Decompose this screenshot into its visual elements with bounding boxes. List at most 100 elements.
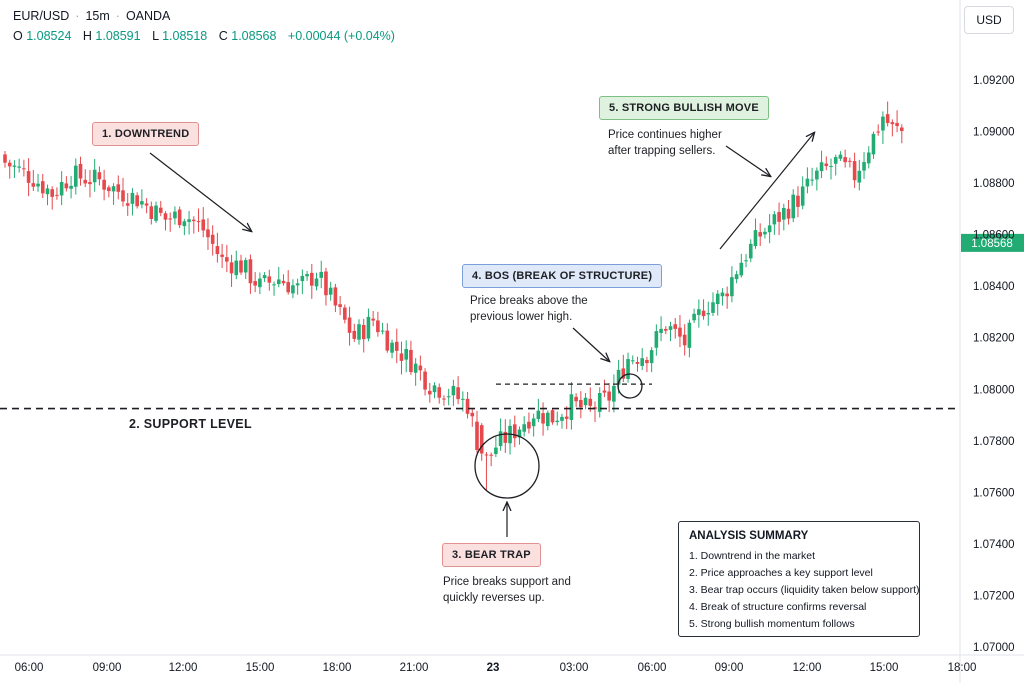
bullish-note-arrow xyxy=(725,145,770,176)
time-tick-label: 15:00 xyxy=(246,662,275,674)
separator-dot: · xyxy=(115,9,120,23)
candle-down xyxy=(168,218,172,220)
candle-up xyxy=(583,397,588,406)
last-price-value: 1.08568 xyxy=(971,238,1013,250)
candle-down xyxy=(125,203,130,206)
candle-up xyxy=(744,260,748,262)
open-label: O xyxy=(13,29,23,43)
candle-down xyxy=(333,287,338,306)
candle-down xyxy=(824,163,829,167)
candle-down xyxy=(310,272,314,286)
candle-up xyxy=(234,260,239,276)
candle-up xyxy=(140,201,144,205)
candle-up xyxy=(569,394,574,420)
candle-up xyxy=(498,431,503,447)
candle-up xyxy=(753,230,758,247)
bear-trap-note-line: Price breaks support and xyxy=(443,576,571,588)
separator-dot: · xyxy=(75,9,80,23)
candle-down xyxy=(248,259,253,284)
candle-down xyxy=(682,334,687,346)
candle-down xyxy=(22,168,26,170)
price-tick-label: 1.09000 xyxy=(973,127,1015,139)
candle-down xyxy=(239,260,243,273)
candle-down xyxy=(564,416,569,419)
summary-item: 4. Break of structure confirms reversal xyxy=(689,601,867,613)
candle-up xyxy=(881,116,885,131)
candle-down xyxy=(503,431,508,443)
candle-up xyxy=(772,214,777,225)
candle-up xyxy=(272,284,276,286)
candle-up xyxy=(715,293,720,305)
summary-item: 3. Bear trap occurs (liquidity taken bel… xyxy=(689,584,920,596)
candle-down xyxy=(281,280,286,284)
candle-up xyxy=(243,260,248,273)
time-tick-label: 03:00 xyxy=(560,662,589,674)
candle-down xyxy=(399,353,404,361)
high-value: 1.08591 xyxy=(95,29,141,43)
candle-up xyxy=(555,420,560,423)
candle-up xyxy=(815,170,819,180)
candle-down xyxy=(852,161,857,181)
time-tick-label: 18:00 xyxy=(948,662,977,674)
currency-button[interactable]: USD xyxy=(964,6,1014,34)
candle-down xyxy=(206,229,210,238)
candle-down xyxy=(428,390,432,395)
candle-down xyxy=(64,183,69,189)
candle-up xyxy=(380,330,385,332)
candle-down xyxy=(26,171,31,183)
candle-up xyxy=(748,243,753,259)
interval-label[interactable]: 15m xyxy=(85,9,110,23)
candle-up xyxy=(536,410,541,420)
candle-down xyxy=(229,262,234,274)
candle-up xyxy=(276,279,281,285)
candle-up xyxy=(616,369,621,385)
candle-down xyxy=(527,421,531,429)
candle-down xyxy=(635,362,640,364)
time-tick-label: 06:00 xyxy=(638,662,667,674)
candle-up xyxy=(314,278,319,287)
candle-up xyxy=(597,393,602,412)
bos-label: 4. BOS (BREAK OF STRUCTURE) xyxy=(462,264,663,288)
candle-down xyxy=(602,390,607,393)
candle-down xyxy=(215,246,220,255)
candle-up xyxy=(413,363,418,373)
downtrend-label: 1. DOWNTREND xyxy=(92,122,200,146)
bos-circle xyxy=(617,373,643,399)
candle-down xyxy=(201,219,206,231)
support-level-label: 2. SUPPORT LEVEL xyxy=(129,417,252,431)
candle-up xyxy=(432,385,437,393)
candle-down xyxy=(220,254,224,257)
candle-down xyxy=(83,179,88,184)
candle-up xyxy=(451,386,456,396)
candle-up xyxy=(640,358,644,366)
symbol-label[interactable]: EUR/USD xyxy=(13,9,70,23)
candle-down xyxy=(50,189,54,197)
bear-trap-note: Price breaks support and quickly reverse… xyxy=(443,574,571,606)
overlays: 1.08568 xyxy=(0,133,1024,537)
candle-up xyxy=(59,181,64,196)
candle-down xyxy=(673,324,678,329)
summary-title: ANALYSIS SUMMARY xyxy=(689,530,809,542)
candle-up xyxy=(692,313,696,321)
candle-down xyxy=(484,454,489,456)
candle-down xyxy=(177,209,182,226)
candle-down xyxy=(645,359,649,364)
candle-down xyxy=(31,183,36,187)
time-tick-label: 12:00 xyxy=(793,662,822,674)
price-tick-label: 1.08800 xyxy=(973,178,1015,190)
candle-up xyxy=(69,185,73,189)
candle-up xyxy=(782,207,786,220)
candle-up xyxy=(92,169,97,183)
candle-up xyxy=(522,424,526,432)
candle-up xyxy=(767,225,772,233)
candle-up xyxy=(833,157,838,164)
candle-up xyxy=(17,166,21,168)
candle-down xyxy=(876,131,880,133)
candle-down xyxy=(144,203,149,206)
candle-up xyxy=(659,328,663,333)
candle-up xyxy=(711,302,715,313)
candle-up xyxy=(805,178,810,187)
price-tick-label: 1.08600 xyxy=(973,230,1015,242)
low-value: 1.08518 xyxy=(162,29,208,43)
